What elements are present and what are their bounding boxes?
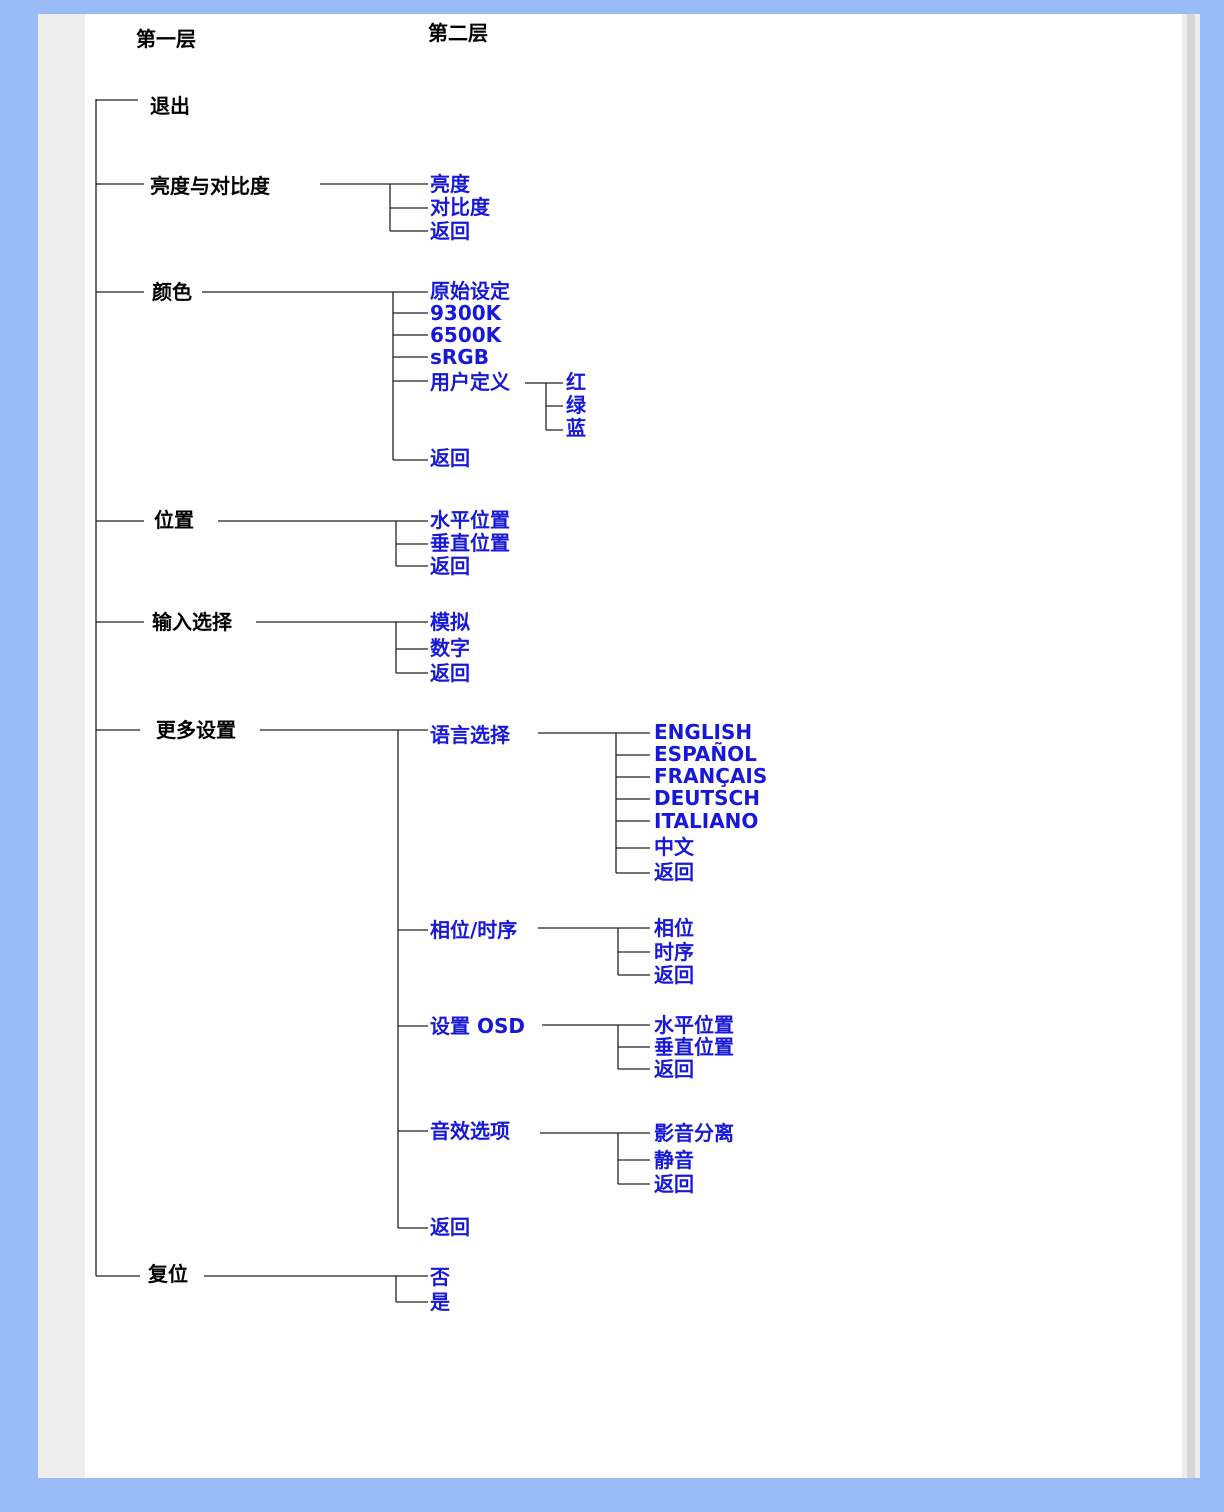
item-back[interactable]: 返回 — [430, 446, 470, 470]
item-clock[interactable]: 时序 — [654, 940, 694, 964]
item-phase[interactable]: 相位 — [654, 916, 694, 940]
item-brightness[interactable]: 亮度 — [430, 172, 470, 196]
item-back[interactable]: 返回 — [654, 1172, 694, 1196]
item-v-position[interactable]: 垂直位置 — [430, 531, 510, 555]
item-lang-francais[interactable]: FRANÇAIS — [654, 764, 768, 788]
item-analog[interactable]: 模拟 — [430, 610, 470, 634]
osd-menu-tree: 第一层 第二层 退出 亮度与对比度 颜色 位置 输入选择 更多设置 复位 亮度 … — [38, 14, 1200, 1478]
item-back[interactable]: 返回 — [430, 661, 470, 685]
item-lang-english[interactable]: ENGLISH — [654, 720, 753, 744]
menu-position[interactable]: 位置 — [154, 508, 194, 532]
level1-header: 第一层 — [136, 27, 196, 51]
item-mute[interactable]: 静音 — [654, 1148, 694, 1172]
item-red[interactable]: 红 — [566, 370, 586, 394]
item-back[interactable]: 返回 — [430, 1215, 470, 1239]
menu-brightness-contrast[interactable]: 亮度与对比度 — [150, 174, 270, 198]
item-back[interactable]: 返回 — [430, 554, 470, 578]
item-green[interactable]: 绿 — [566, 393, 586, 417]
item-audio[interactable]: 音效选项 — [430, 1119, 510, 1143]
item-av-separate[interactable]: 影音分离 — [654, 1121, 734, 1145]
level2-header: 第二层 — [428, 21, 488, 45]
item-color-9300k[interactable]: 9300K — [430, 301, 502, 325]
item-back[interactable]: 返回 — [654, 1057, 694, 1081]
item-osd-v-position[interactable]: 垂直位置 — [654, 1035, 734, 1059]
scrollbar[interactable] — [1182, 14, 1200, 1478]
menu-exit[interactable]: 退出 — [150, 94, 190, 118]
menu-more-settings[interactable]: 更多设置 — [156, 718, 236, 742]
item-lang-deutsch[interactable]: DEUTSCH — [654, 786, 760, 810]
item-color-6500k[interactable]: 6500K — [430, 323, 502, 347]
item-phase-clock[interactable]: 相位/时序 — [430, 918, 518, 942]
item-lang-espanol[interactable]: ESPAÑOL — [654, 742, 757, 766]
item-color-user-define[interactable]: 用户定义 — [430, 370, 510, 394]
item-color-srgb[interactable]: sRGB — [430, 345, 489, 369]
tree-connector-lines — [95, 99, 650, 1303]
left-margin-strip — [38, 14, 85, 1478]
item-yes[interactable]: 是 — [430, 1290, 450, 1314]
item-contrast[interactable]: 对比度 — [430, 195, 490, 219]
item-no[interactable]: 否 — [430, 1265, 450, 1289]
item-back[interactable]: 返回 — [654, 963, 694, 987]
item-language[interactable]: 语言选择 — [430, 723, 510, 747]
item-osd-settings[interactable]: 设置 OSD — [430, 1014, 525, 1038]
item-back[interactable]: 返回 — [430, 219, 470, 243]
page-panel: 第一层 第二层 退出 亮度与对比度 颜色 位置 输入选择 更多设置 复位 亮度 … — [38, 14, 1200, 1478]
item-osd-h-position[interactable]: 水平位置 — [654, 1013, 734, 1037]
menu-reset[interactable]: 复位 — [148, 1262, 188, 1286]
item-back[interactable]: 返回 — [654, 860, 694, 884]
item-h-position[interactable]: 水平位置 — [430, 508, 510, 532]
menu-color[interactable]: 颜色 — [152, 280, 192, 304]
menu-input-select[interactable]: 输入选择 — [152, 610, 232, 634]
scrollbar-track[interactable] — [1187, 14, 1195, 1478]
item-digital[interactable]: 数字 — [430, 636, 470, 660]
item-blue[interactable]: 蓝 — [566, 416, 586, 440]
item-color-original[interactable]: 原始设定 — [430, 279, 510, 303]
item-lang-chinese[interactable]: 中文 — [654, 835, 694, 859]
item-lang-italiano[interactable]: ITALIANO — [654, 809, 759, 833]
